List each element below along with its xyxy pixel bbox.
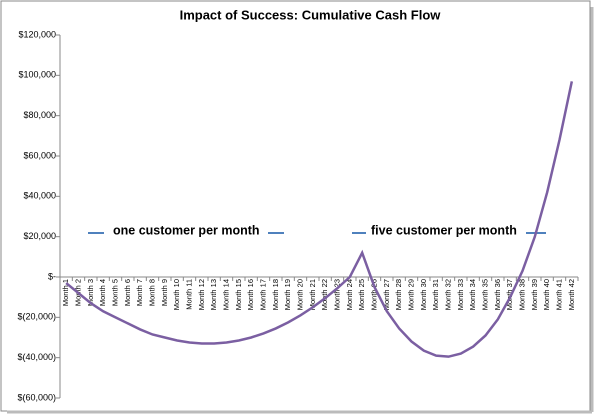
x-tick-label: Month 24	[345, 279, 354, 310]
x-tick-label: Month 5	[110, 279, 119, 306]
x-tick-label: Month 28	[394, 279, 403, 310]
x-tick-label: Month 27	[382, 279, 391, 310]
x-tick-label: Month 14	[221, 279, 230, 310]
x-tick-label: Month 1	[61, 279, 70, 306]
x-tick-label: Month 22	[320, 279, 329, 310]
x-tick-label: Month 29	[406, 279, 415, 310]
x-tick-label: Month 26	[369, 279, 378, 310]
x-tick-label: Month 12	[197, 279, 206, 310]
y-tick-label: $(40,000)	[17, 352, 56, 362]
x-tick-label: Month 16	[246, 279, 255, 310]
x-tick-label: Month 6	[123, 279, 132, 306]
x-tick-label: Month 3	[86, 279, 95, 306]
y-tick-label: $120,000	[18, 29, 56, 39]
x-tick-label: Month 37	[505, 279, 514, 310]
x-tick-label: Month 38	[517, 279, 526, 310]
y-tick-label: $(60,000)	[17, 392, 56, 402]
x-tick-label: Month 34	[468, 279, 477, 310]
x-tick-label: Month 19	[283, 279, 292, 310]
y-tick-label: $40,000	[23, 191, 56, 201]
y-tick-label: $100,000	[18, 70, 56, 80]
x-tick-label: Month 17	[258, 279, 267, 310]
x-tick-label: Month 21	[308, 279, 317, 310]
x-tick-label: Month 13	[209, 279, 218, 310]
x-tick-label: Month 40	[542, 279, 551, 310]
x-tick-label: Month 36	[493, 279, 502, 310]
y-tick-label: $80,000	[23, 110, 56, 120]
x-tick-label: Month 39	[530, 279, 539, 310]
y-tick-label: $60,000	[23, 150, 56, 160]
x-tick-label: Month 33	[456, 279, 465, 310]
x-tick-label: Month 4	[98, 279, 107, 306]
x-tick-label: Month 25	[357, 279, 366, 310]
x-tick-label: Month 42	[567, 279, 576, 310]
x-tick-label: Month 31	[431, 279, 440, 310]
x-tick-label: Month 18	[271, 279, 280, 310]
x-tick-label: Month 20	[295, 279, 304, 310]
x-tick-label: Month 8	[147, 279, 156, 306]
chart-title: Impact of Success: Cumulative Cash Flow	[180, 7, 442, 22]
data-line	[65, 81, 574, 358]
x-tick-label: Month 41	[554, 279, 563, 310]
y-tick-label: $(20,000)	[17, 312, 56, 322]
x-tick-label: Month 30	[419, 279, 428, 310]
x-tick-label: Month 9	[160, 279, 169, 306]
x-tick-label: Month 11	[184, 279, 193, 310]
y-tick-label: $20,000	[23, 231, 56, 241]
x-tick-label: Month 10	[172, 279, 181, 310]
x-tick-label: Month 7	[135, 279, 144, 306]
x-tick-label: Month 15	[234, 279, 243, 310]
annotation: one customer per month	[113, 223, 260, 237]
x-tick-label: Month 32	[443, 279, 452, 310]
x-tick-label: Month 23	[332, 279, 341, 310]
y-tick-label: $-	[48, 271, 56, 281]
x-tick-label: Month 35	[480, 279, 489, 310]
annotation: five customer per month	[371, 223, 517, 237]
